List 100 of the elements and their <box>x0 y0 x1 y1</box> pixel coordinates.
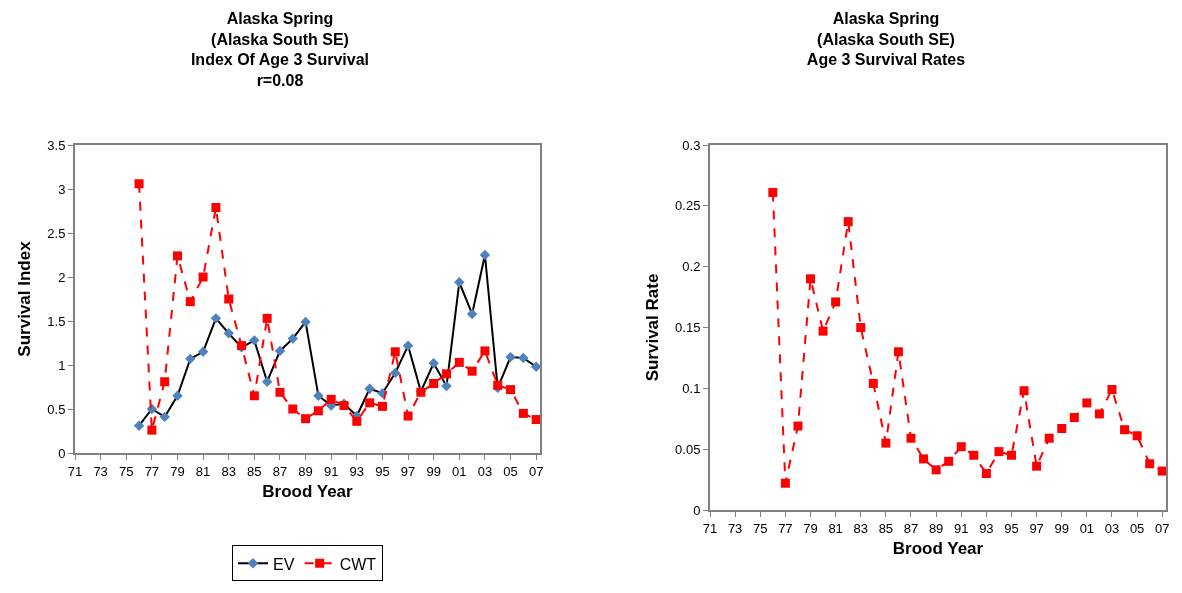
point <box>210 313 222 324</box>
x-tick-label: 99 <box>1054 520 1069 536</box>
x-tick-label: 03 <box>477 463 493 479</box>
point <box>133 420 145 431</box>
chart-title: Alaska Spring (Alaska South SE) Age 3 Survival Rates <box>806 9 966 69</box>
point <box>919 454 929 464</box>
point <box>856 323 866 332</box>
y-axis-title: Survival Rate <box>643 273 663 382</box>
chart-title: Alaska Spring (Alaska South SE) Index Of Age 3 Survival r=0.08 <box>190 9 370 90</box>
y-tick-label: 0 <box>58 445 66 461</box>
x-tick-label: 95 <box>1004 520 1019 536</box>
point <box>506 385 516 395</box>
point <box>893 347 903 357</box>
point <box>313 406 323 416</box>
x-tick-label: 05 <box>1129 520 1145 536</box>
point <box>1132 431 1142 441</box>
x-tick-label: 89 <box>298 463 313 479</box>
point <box>868 378 878 388</box>
x-tick-label: 83 <box>221 463 236 479</box>
x-axis-title: Brood Year <box>892 539 984 559</box>
x-tick-label: 73 <box>727 520 743 536</box>
point <box>172 251 182 261</box>
point <box>300 316 311 328</box>
point <box>441 380 452 392</box>
point <box>261 376 273 387</box>
point <box>806 274 815 284</box>
point <box>1094 409 1104 419</box>
y-tick-label: 0.15 <box>675 320 701 336</box>
x-tick-label: 91 <box>954 520 969 536</box>
y-tick-label: 0.25 <box>675 198 701 214</box>
point <box>1145 459 1155 469</box>
x-tick-label: 85 <box>878 520 894 536</box>
x-tick-label: 89 <box>928 520 944 536</box>
point <box>467 366 477 376</box>
point <box>402 340 414 351</box>
y-tick-label: 0.3 <box>682 137 701 153</box>
point <box>1006 450 1016 460</box>
point <box>480 346 490 356</box>
x-tick-label: 83 <box>853 520 868 536</box>
point <box>224 294 234 304</box>
point <box>906 433 916 443</box>
x-tick-label: 01 <box>1079 520 1095 536</box>
y-tick-label: 3 <box>58 181 66 197</box>
x-tick-label: 93 <box>979 520 994 536</box>
point <box>313 390 324 401</box>
point <box>211 202 221 212</box>
point <box>505 351 516 363</box>
x-tick-label: 03 <box>1104 520 1120 536</box>
x-tick-label: 81 <box>195 463 211 479</box>
point <box>288 404 298 414</box>
x-tick-label: 75 <box>119 463 134 479</box>
point <box>969 450 979 460</box>
x-tick-label: 01 <box>452 463 467 479</box>
point <box>352 416 362 426</box>
x-tick-label: 71 <box>702 520 718 536</box>
x-tick-label: 81 <box>828 520 843 536</box>
point <box>365 398 375 408</box>
point <box>1032 461 1042 471</box>
x-tick-label: 71 <box>67 463 83 479</box>
point <box>390 367 401 379</box>
y-tick-label: 0.5 <box>47 401 66 417</box>
point <box>429 378 439 388</box>
point <box>301 414 311 424</box>
y-tick-label: 0.1 <box>682 380 701 396</box>
point <box>881 438 891 448</box>
y-tick-label: 1.5 <box>47 313 66 329</box>
legend-label: EV <box>273 555 295 573</box>
point <box>160 377 170 387</box>
point <box>134 179 144 189</box>
point <box>466 308 478 320</box>
x-tick-label: 97 <box>1029 520 1044 536</box>
x-tick-label: 75 <box>753 520 768 536</box>
point <box>364 383 375 394</box>
point <box>390 347 400 357</box>
point <box>326 394 336 404</box>
point <box>843 217 853 227</box>
point <box>518 352 529 364</box>
x-tick-label: 91 <box>323 463 339 479</box>
point <box>944 456 954 466</box>
point <box>454 357 464 367</box>
point <box>1019 386 1029 396</box>
point <box>1069 413 1079 423</box>
point <box>1057 423 1067 433</box>
x-tick-label: 79 <box>170 463 185 479</box>
point <box>185 353 196 365</box>
x-tick-label: 77 <box>778 520 793 536</box>
y-tick-label: 0.2 <box>682 259 701 275</box>
y-tick-label: 3.5 <box>47 137 66 153</box>
x-tick-label: 87 <box>903 520 919 536</box>
point <box>493 380 503 390</box>
point <box>1120 425 1130 435</box>
point <box>223 328 234 339</box>
point <box>994 447 1004 457</box>
x-tick-label: 79 <box>803 520 818 536</box>
y-tick-label: 2 <box>58 269 66 285</box>
point <box>768 187 778 197</box>
point <box>403 411 413 421</box>
x-tick-label: 07 <box>528 463 544 479</box>
point <box>377 401 387 411</box>
point <box>274 345 286 357</box>
